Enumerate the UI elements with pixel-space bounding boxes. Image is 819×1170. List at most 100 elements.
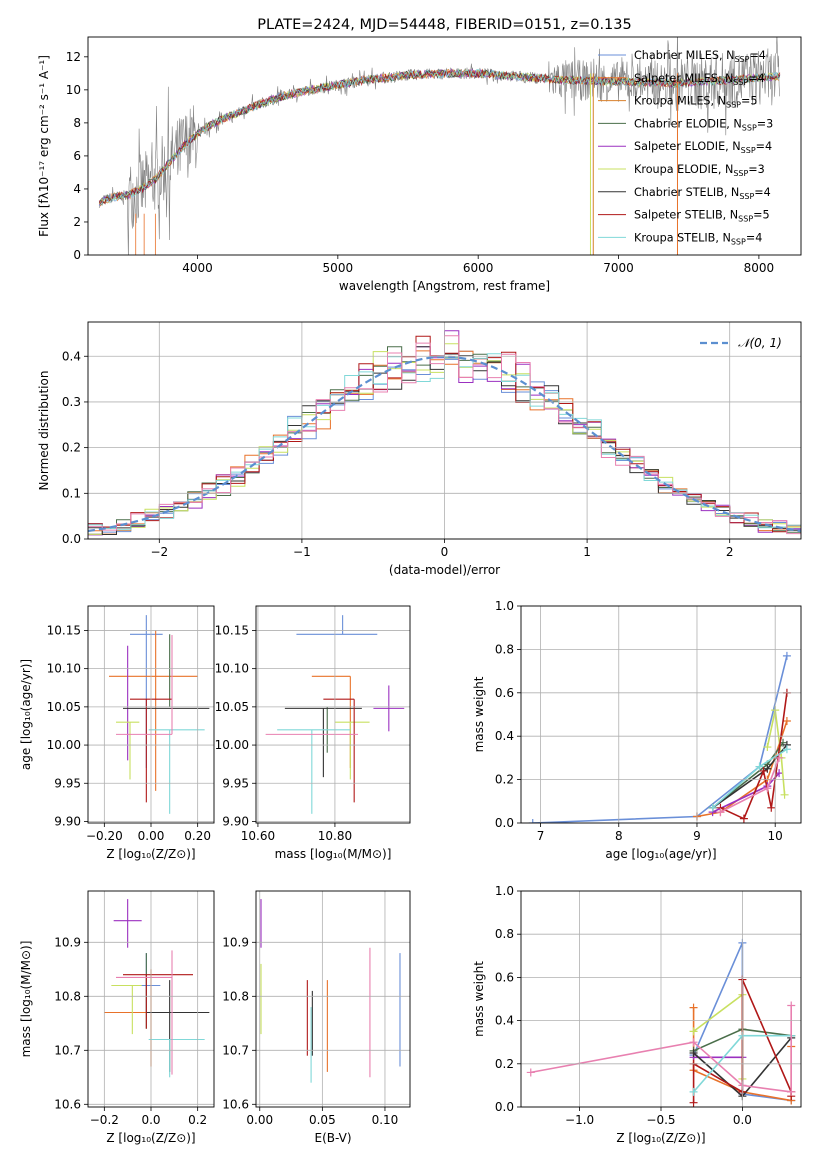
- y-tick-label: 0.6: [495, 970, 514, 984]
- x-tick-label: 10: [768, 829, 783, 843]
- legend-value: =4: [748, 72, 765, 85]
- weight-marker: [739, 814, 748, 823]
- legend-label: Chabrier STELIB, NSSP=4: [634, 186, 771, 201]
- weight-marker: [689, 1049, 698, 1057]
- y-tick-label: 10: [66, 83, 81, 97]
- legend-label: Chabrier MILES, NSSP=4: [634, 49, 766, 64]
- x-tick-label: −1: [293, 545, 311, 559]
- x-axis-label: Z [log₁₀(Z/Z⊙)]: [106, 1131, 195, 1145]
- y-tick-label: 0.0: [495, 1100, 514, 1114]
- legend-sub: SSP: [731, 237, 746, 246]
- legend-text: Chabrier STELIB, N: [634, 186, 739, 199]
- y-tick-label: 8: [73, 116, 81, 130]
- x-tick-label: 0.2: [188, 1113, 207, 1127]
- x-tick-label: 4000: [182, 261, 213, 275]
- legend-sub: SSP: [734, 55, 749, 64]
- y-tick-label: 10.8: [54, 989, 81, 1003]
- weight-marker: [782, 651, 791, 660]
- legend-sub: SSP: [726, 101, 741, 110]
- weight-series: [696, 720, 788, 818]
- x-tick-label: 10.60: [241, 829, 275, 843]
- y-tick-label: 10.00: [47, 738, 81, 752]
- y-tick-label: 10.15: [47, 623, 81, 637]
- y-tick-label: 0.4: [62, 349, 81, 363]
- y-tick-label: 10.7: [54, 1043, 81, 1057]
- weight-series: [766, 710, 786, 795]
- weight-marker: [689, 1027, 698, 1036]
- axes-mass_vs_z: −0.2 0.0 0.2 10.6 10.7 10.8 10.9 Z [log₁₀(Z/Z⊙)…: [19, 890, 215, 1145]
- x-tick-label: 0.0: [733, 1113, 752, 1127]
- y-tick-label: 10.05: [47, 700, 81, 714]
- y-tick-label: 10.10: [215, 662, 249, 676]
- legend-sub: SSP: [742, 123, 757, 132]
- y-tick-label: 9.95: [54, 776, 81, 790]
- axes-frame: [255, 605, 411, 824]
- y-tick-label: 0.4: [495, 729, 514, 743]
- chart-title: PLATE=2424, MJD=54448, FIBERID=0151, z=0…: [257, 17, 631, 33]
- axes-mass_vs_ebv: 0.00 0.05 0.10 10.6 10.7 10.8 10.9 E(B-V): [222, 890, 411, 1145]
- y-tick-label: 0.1: [62, 486, 81, 500]
- x-tick-label: 0.10: [372, 1113, 399, 1127]
- legend-text: Salpeter STELIB, N: [634, 209, 738, 222]
- legend-label: Salpeter MILES, NSSP=4: [634, 72, 765, 87]
- y-tick-label: 10.6: [222, 1097, 249, 1111]
- y-tick-label: 0.2: [62, 441, 81, 455]
- legend-label: Salpeter ELODIE, NSSP=4: [634, 140, 772, 155]
- axes-frame: [520, 890, 802, 1108]
- x-tick-label: 5000: [323, 261, 354, 275]
- y-tick-label: 9.90: [222, 814, 249, 828]
- x-tick-label: 1: [583, 545, 591, 559]
- legend-label: Kroupa ELODIE, NSSP=3: [634, 163, 765, 178]
- axes-frame: [87, 321, 802, 540]
- weight-marker: [759, 766, 768, 775]
- y-axis-label: mass weight: [472, 961, 486, 1037]
- axes-age_vs_mass: 10.60 10.80 9.90 9.95 10.00 10.05 10.10 10.15 ma…: [215, 605, 411, 861]
- legend-text: Chabrier MILES, N: [634, 49, 734, 62]
- axes-frame: [520, 605, 802, 824]
- weight-marker: [787, 1001, 796, 1010]
- x-tick-label: −0.20: [86, 829, 123, 843]
- weight-series: [532, 655, 788, 823]
- y-tick-label: 10.10: [47, 662, 81, 676]
- legend-sub: SSP: [733, 169, 748, 178]
- legend-label: Chabrier ELODIE, NSSP=3: [634, 117, 773, 132]
- x-tick-label: 9: [693, 829, 701, 843]
- y-tick-label: 4: [73, 182, 81, 196]
- x-axis-label: age [log₁₀(age/yr)]: [605, 847, 716, 861]
- legend-text: Chabrier ELODIE, N: [634, 117, 742, 130]
- x-axis-label: wavelength [Angstrom, rest frame]: [339, 279, 550, 293]
- legend-text: Kroupa MILES, N: [634, 95, 726, 108]
- plot-area-spectrum: [98, 37, 781, 255]
- legend-sub: SSP: [733, 78, 748, 87]
- legend-value: =4: [756, 140, 773, 153]
- x-axis-label: E(B-V): [314, 1131, 351, 1145]
- x-axis-label: Z [log₁₀(Z/Z⊙)]: [616, 1131, 705, 1145]
- x-tick-label: −1.0: [565, 1113, 594, 1127]
- y-tick-label: 1.0: [495, 599, 514, 613]
- model-spectrum: [98, 68, 781, 206]
- y-tick-label: 10.7: [222, 1043, 249, 1057]
- legend-label: Salpeter STELIB, NSSP=5: [634, 209, 770, 224]
- x-tick-label: 7000: [603, 261, 634, 275]
- y-tick-label: 0.0: [495, 816, 514, 830]
- y-axis-label: mass [log₁₀(M/M⊙)]: [19, 941, 33, 1058]
- legend-value: =3: [748, 163, 765, 176]
- plot-area-mass_vs_z: [104, 899, 210, 1078]
- legend-label: 𝒩(0, 1): [738, 336, 782, 350]
- x-tick-label: 6000: [463, 261, 494, 275]
- legend-sub: SSP: [739, 192, 754, 201]
- weight-marker: [763, 743, 772, 752]
- legend-text: Salpeter MILES, N: [634, 72, 733, 85]
- axes-age_vs_z: −0.20 0.00 0.20 9.90 9.95 10.00 10.05 10.10 10.1…: [19, 605, 215, 861]
- plot-area-age_vs_z: [109, 615, 210, 814]
- weight-marker: [780, 790, 789, 799]
- legend-text: Kroupa ELODIE, N: [634, 163, 733, 176]
- y-tick-label: 9.90: [54, 814, 81, 828]
- x-tick-label: −0.5: [646, 1113, 675, 1127]
- x-axis-label: mass [log₁₀(M/M⊙)]: [275, 847, 392, 861]
- legend-value: =4: [754, 186, 771, 199]
- weight-marker: [526, 1068, 535, 1077]
- y-tick-label: 10.8: [222, 989, 249, 1003]
- weight-marker: [755, 762, 764, 771]
- x-tick-label: 0.05: [309, 1113, 336, 1127]
